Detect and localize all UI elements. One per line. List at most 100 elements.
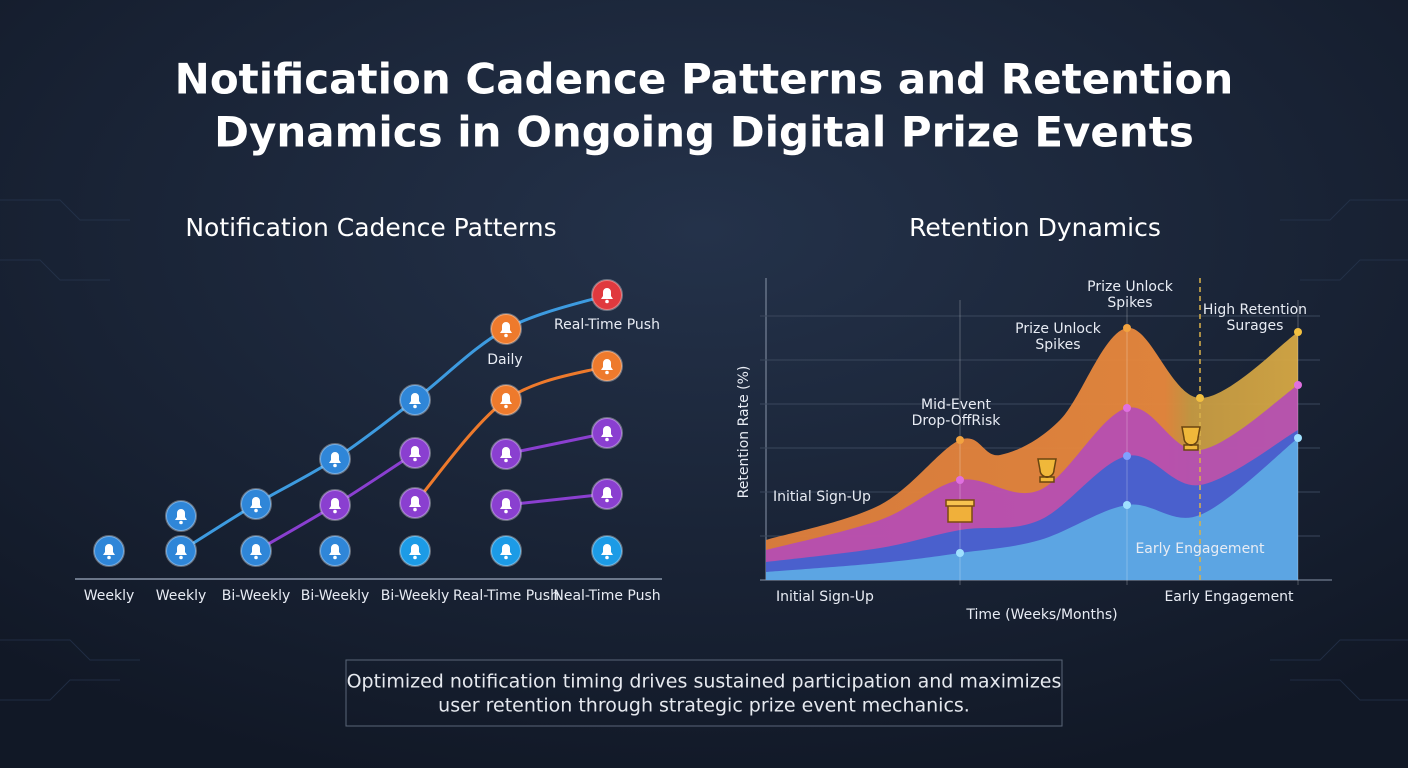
node xyxy=(1123,452,1131,460)
node xyxy=(1123,404,1131,412)
bell-icon xyxy=(399,487,431,519)
trophy-cup xyxy=(1037,458,1057,478)
bell-clapper xyxy=(504,555,508,560)
bell-icon xyxy=(490,438,522,470)
annotation: Prize Unlock xyxy=(1015,321,1102,337)
bell-icon xyxy=(240,535,272,567)
bell-shape xyxy=(601,288,613,299)
panel-title: Notification Cadence Patterns xyxy=(185,213,556,242)
category-label: Weekly xyxy=(156,588,207,604)
bell-clapper xyxy=(413,507,417,512)
bell-clapper xyxy=(605,437,609,442)
bell-shape xyxy=(175,544,187,555)
node xyxy=(1196,394,1204,402)
bell-icon xyxy=(399,535,431,567)
trophy-icon xyxy=(1037,458,1057,483)
annotation: Initial Sign-Up xyxy=(773,489,871,505)
category-label: Real-Time Push xyxy=(453,588,559,604)
bell-shape xyxy=(103,544,115,555)
x-label: Initial Sign-Up xyxy=(776,589,874,605)
bell-icon xyxy=(319,489,351,521)
bell-shape xyxy=(329,452,341,463)
node xyxy=(1123,501,1131,509)
bell-icon xyxy=(399,384,431,416)
title: Notification Cadence Patterns and Retent… xyxy=(175,55,1234,104)
bell-shape xyxy=(409,393,421,404)
bell-clapper xyxy=(254,508,258,513)
bell-clapper xyxy=(333,463,337,468)
bell-clapper xyxy=(333,509,337,514)
node xyxy=(1294,381,1302,389)
category-label: Bi-Weekly xyxy=(301,588,370,604)
bell-shape xyxy=(250,497,262,508)
bell-clapper xyxy=(179,520,183,525)
bell-clapper xyxy=(333,555,337,560)
node xyxy=(956,436,964,444)
bell-clapper xyxy=(504,404,508,409)
bell-shape xyxy=(500,393,512,404)
trophy-cup xyxy=(1181,426,1201,446)
category-label: Weekly xyxy=(84,588,135,604)
annotation: Surages xyxy=(1227,318,1284,334)
bell-icon xyxy=(591,535,623,567)
node xyxy=(956,476,964,484)
bell-icon xyxy=(165,535,197,567)
category-label: Bi-Weekly xyxy=(381,588,450,604)
title: Dynamics in Ongoing Digital Prize Events xyxy=(214,108,1194,157)
bell-shape xyxy=(329,544,341,555)
bell-icon xyxy=(319,443,351,475)
bell-shape xyxy=(409,446,421,457)
annotation: Early Engagement xyxy=(1135,541,1265,557)
x-label: Early Engagement xyxy=(1164,589,1294,605)
bell-icon xyxy=(591,279,623,311)
bell-clapper xyxy=(605,498,609,503)
node xyxy=(1294,328,1302,336)
annotation: Spikes xyxy=(1107,295,1152,311)
bell-clapper xyxy=(179,555,183,560)
caption-box xyxy=(345,659,1063,727)
bell-clapper xyxy=(605,370,609,375)
category-label: Bi-Weekly xyxy=(222,588,291,604)
bell-clapper xyxy=(254,555,258,560)
bell-clapper xyxy=(504,509,508,514)
trophy-icon xyxy=(1181,426,1201,451)
caption: user retention through strategic prize e… xyxy=(438,695,970,717)
bell-shape xyxy=(601,426,613,437)
annotation: Spikes xyxy=(1035,337,1080,353)
bell-shape xyxy=(409,496,421,507)
series-label: Daily xyxy=(487,352,522,368)
annotation: Prize Unlock xyxy=(1087,279,1174,295)
bell-shape xyxy=(409,544,421,555)
bell-shape xyxy=(250,544,262,555)
bell-icon xyxy=(490,384,522,416)
bell-clapper xyxy=(413,555,417,560)
bell-icon xyxy=(490,313,522,345)
bell-icon xyxy=(165,500,197,532)
caption: Optimized notification timing drives sus… xyxy=(347,671,1062,693)
bell-shape xyxy=(500,544,512,555)
gift-icon xyxy=(945,499,975,523)
bell-clapper xyxy=(413,404,417,409)
node xyxy=(956,549,964,557)
bell-shape xyxy=(601,544,613,555)
panel-title: Retention Dynamics xyxy=(909,213,1161,242)
node xyxy=(1123,324,1131,332)
y-axis-label: Retention Rate (%) xyxy=(736,366,752,499)
bell-icon xyxy=(93,535,125,567)
bell-icon xyxy=(591,417,623,449)
area xyxy=(766,438,1298,580)
bell-icon xyxy=(591,350,623,382)
bell-icon xyxy=(490,535,522,567)
bell-clapper xyxy=(504,333,508,338)
bell-shape xyxy=(500,322,512,333)
x-axis-label: Time (Weeks/Months) xyxy=(965,607,1117,623)
bell-clapper xyxy=(504,458,508,463)
bell-icon xyxy=(591,478,623,510)
bell-icon xyxy=(490,489,522,521)
bell-icon xyxy=(319,535,351,567)
annotation: High Retention xyxy=(1203,302,1307,318)
gift-lid xyxy=(945,499,975,507)
bell-shape xyxy=(500,447,512,458)
category-label: Neal-Time Push xyxy=(553,588,660,604)
